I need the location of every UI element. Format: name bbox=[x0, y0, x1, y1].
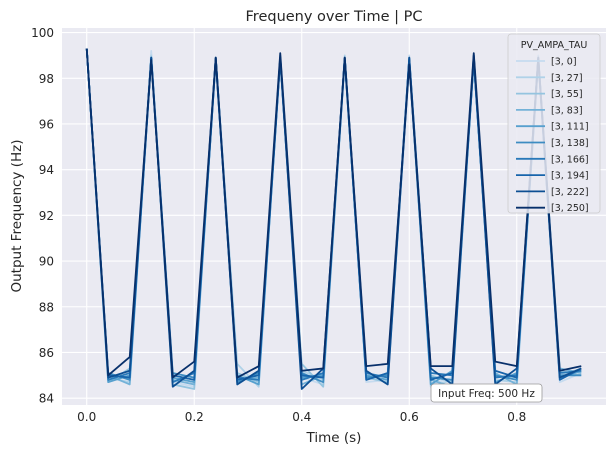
y-tick-label: 90 bbox=[39, 255, 54, 269]
x-axis-title: Time (s) bbox=[306, 430, 362, 446]
y-tick-label: 88 bbox=[39, 300, 54, 314]
legend-entry: [3, 222] bbox=[551, 187, 589, 198]
legend-entry: [3, 0] bbox=[551, 57, 577, 68]
legend-entry: [3, 111] bbox=[551, 122, 589, 133]
legend-entry: [3, 27] bbox=[551, 73, 583, 84]
y-tick-label: 92 bbox=[39, 209, 54, 223]
legend-entry: [3, 250] bbox=[551, 203, 589, 214]
legend: PV_AMPA_TAU [3, 0] [3, 27] [3, 55] [3, 83] [… bbox=[507, 33, 601, 214]
series-lines bbox=[85, 48, 582, 390]
x-tick-label: 0.2 bbox=[185, 410, 204, 424]
y-tick-label: 98 bbox=[39, 72, 54, 86]
legend-entry: [3, 83] bbox=[551, 105, 583, 116]
series-line-10 bbox=[85, 48, 582, 379]
y-axis-title: Output Frequency (Hz) bbox=[9, 140, 25, 293]
legend-entry: [3, 166] bbox=[551, 154, 589, 165]
y-tick-label: 100 bbox=[31, 26, 54, 40]
y-tick-label: 96 bbox=[39, 117, 54, 131]
x-tick-labels: 0.0 0.2 0.4 0.6 0.8 bbox=[77, 410, 526, 424]
annotation-box: Input Freq: 500 Hz bbox=[430, 383, 543, 403]
y-tick-label: 94 bbox=[39, 163, 54, 177]
y-tick-label: 84 bbox=[39, 392, 54, 406]
annotation-text: Input Freq: 500 Hz bbox=[438, 388, 535, 400]
x-tick-label: 0.6 bbox=[400, 410, 419, 424]
y-tick-label: 86 bbox=[39, 346, 54, 360]
legend-entry: [3, 55] bbox=[551, 89, 583, 100]
x-tick-label: 0.8 bbox=[507, 410, 526, 424]
legend-title: PV_AMPA_TAU bbox=[521, 40, 588, 51]
x-tick-label: 0.4 bbox=[292, 410, 311, 424]
legend-entry: [3, 194] bbox=[551, 171, 589, 182]
chart-title: Frequeny over Time | PC bbox=[246, 9, 423, 25]
legend-entry: [3, 138] bbox=[551, 138, 589, 149]
y-tick-labels: 84 86 88 90 92 94 96 98 100 bbox=[31, 26, 54, 406]
x-tick-label: 0.0 bbox=[77, 410, 96, 424]
